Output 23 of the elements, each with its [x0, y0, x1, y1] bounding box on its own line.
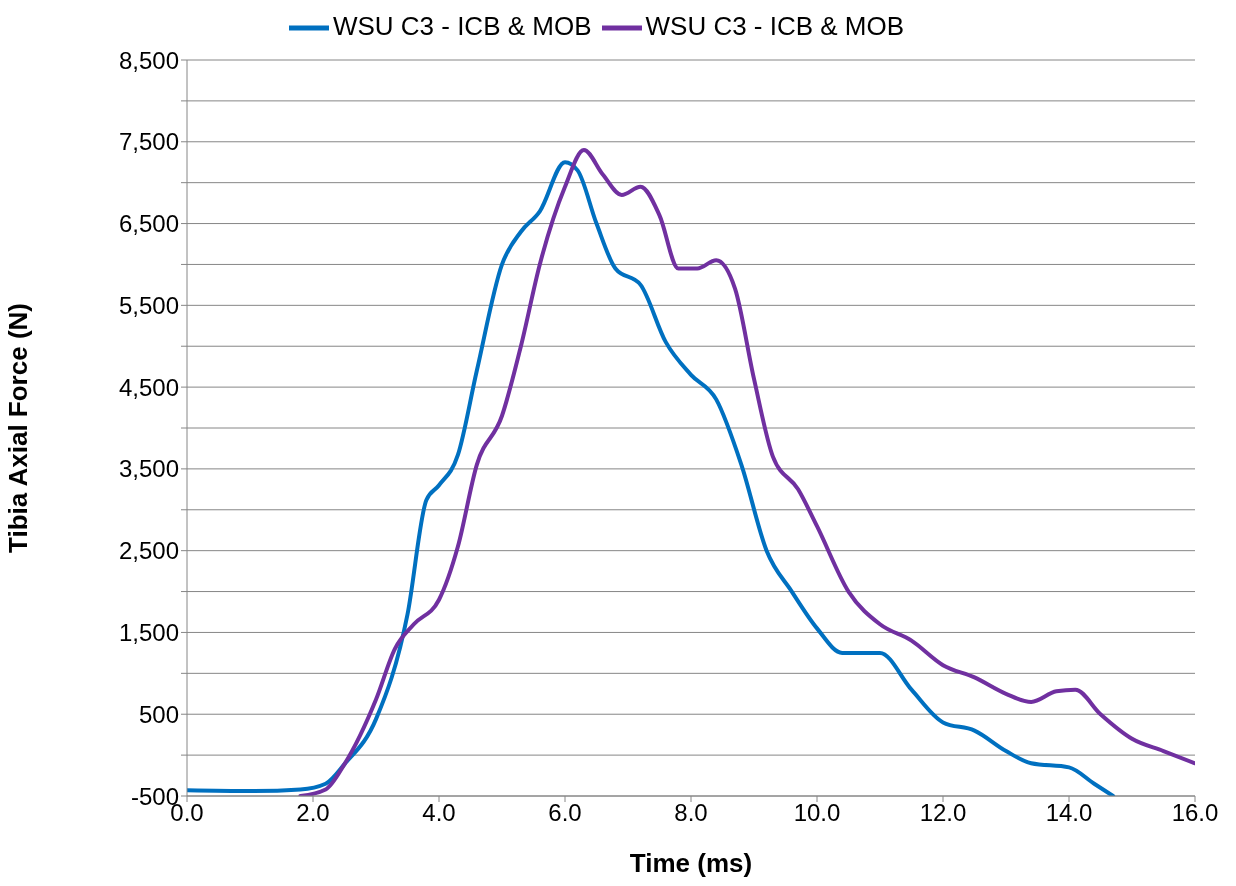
y-tick-label: 8,500 — [118, 46, 179, 74]
line-series — [298, 147, 1195, 796]
legend-label: WSU C3 - ICB & MOB — [645, 10, 905, 41]
x-tick-label: 4.0 — [422, 799, 456, 827]
x-tick-label: 16.0 — [1171, 799, 1219, 827]
y-tick-label: 4,500 — [118, 373, 179, 401]
legend-label: WSU C3 - ICB & MOB — [332, 10, 592, 41]
x-tick-label: 8.0 — [674, 799, 708, 827]
y-tick-label: 3,500 — [118, 455, 179, 483]
y-tick-label: 1,500 — [118, 618, 179, 646]
x-tick-label: 14.0 — [1045, 799, 1093, 827]
y-tick-label: 500 — [138, 700, 179, 728]
y-tick-label: 5,500 — [118, 291, 179, 319]
line-series — [187, 160, 1116, 796]
x-tick-label: 2.0 — [296, 799, 330, 827]
y-tick-label: 2,500 — [118, 537, 179, 565]
x-axis-title: Time (ms) — [629, 848, 753, 878]
x-tick-label: 10.0 — [793, 799, 841, 827]
y-tick-label: 6,500 — [118, 210, 179, 238]
x-tick-label: 12.0 — [919, 799, 967, 827]
y-tick-label: 7,500 — [118, 128, 179, 156]
x-tick-label: 6.0 — [548, 799, 582, 827]
y-axis-title: Tibia Axial Force (N) — [3, 303, 34, 553]
